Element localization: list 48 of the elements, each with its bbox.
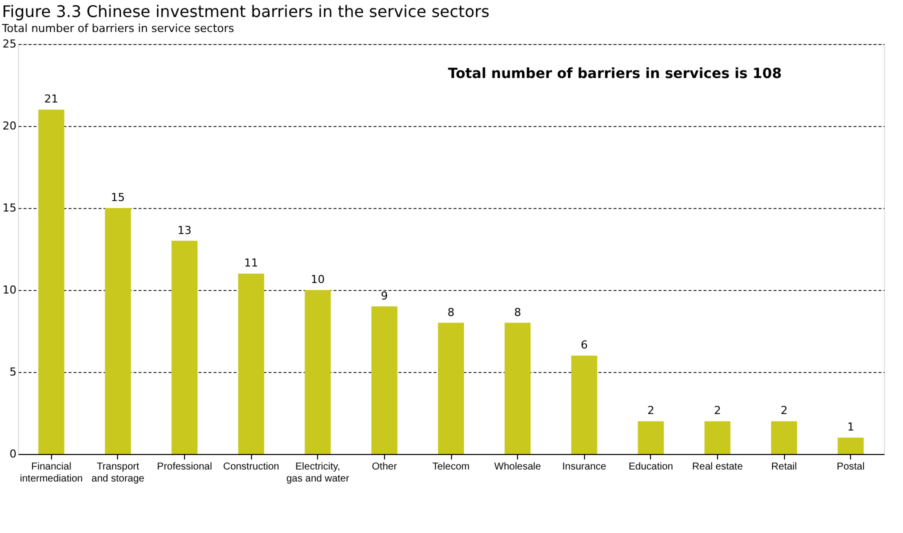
data-label: 10	[310, 273, 325, 286]
data-label: 2	[647, 404, 654, 418]
data-label: 1	[847, 420, 854, 434]
x-tick-label: Electricity, gas and water	[286, 462, 350, 484]
data-label: 8	[514, 306, 522, 319]
x-tick-label: Transport and storage	[92, 462, 145, 484]
bar	[304, 290, 331, 454]
y-tick-label: 0	[10, 448, 16, 460]
y-tick-label: 5	[10, 366, 16, 378]
bar	[638, 421, 664, 454]
data-label: 11	[244, 256, 258, 270]
x-tick-label: Education	[628, 462, 674, 472]
data-label: 2	[714, 404, 721, 418]
x-tick-label: Insurance	[562, 462, 607, 472]
x-tick-label: Real estate	[692, 462, 744, 472]
y-axis-title: Total number of barriers in service sectors	[1, 22, 234, 35]
bar	[38, 110, 64, 454]
x-tick-label: Postal	[836, 462, 865, 472]
bar	[371, 306, 398, 454]
bar	[172, 240, 198, 454]
bar	[238, 274, 264, 454]
y-tick-label: 25	[2, 38, 16, 50]
y-tick-label: 15	[2, 202, 16, 214]
bar	[771, 421, 798, 454]
x-tick-label: Financial intermediation	[20, 462, 83, 484]
x-tick-label: Retail	[771, 462, 797, 472]
data-label: 21	[44, 92, 58, 106]
bar	[438, 322, 464, 454]
bar	[704, 421, 730, 454]
bar	[838, 438, 864, 454]
x-tick-label: Wholesale	[494, 462, 542, 472]
bar	[504, 322, 531, 454]
x-tick-label: Other	[372, 462, 398, 472]
y-tick-label: 20	[2, 120, 16, 132]
bar	[571, 356, 598, 454]
bar	[104, 208, 131, 454]
data-label: 8	[448, 306, 454, 319]
data-label: 6	[580, 338, 588, 352]
data-label: 15	[110, 191, 125, 204]
data-label: 9	[380, 289, 388, 302]
x-tick-label: Professional	[157, 462, 212, 472]
chart-title: Figure 3.3 Chinese investment barriers in the service sectors	[2, 2, 490, 21]
x-tick-label: Construction	[223, 462, 280, 472]
data-label: 2	[780, 404, 788, 418]
annotation: Total number of barriers in services is 108	[448, 66, 782, 82]
x-tick-label: Telecom	[432, 462, 470, 472]
data-label: 13	[178, 224, 192, 237]
y-tick-label: 10	[2, 284, 16, 296]
